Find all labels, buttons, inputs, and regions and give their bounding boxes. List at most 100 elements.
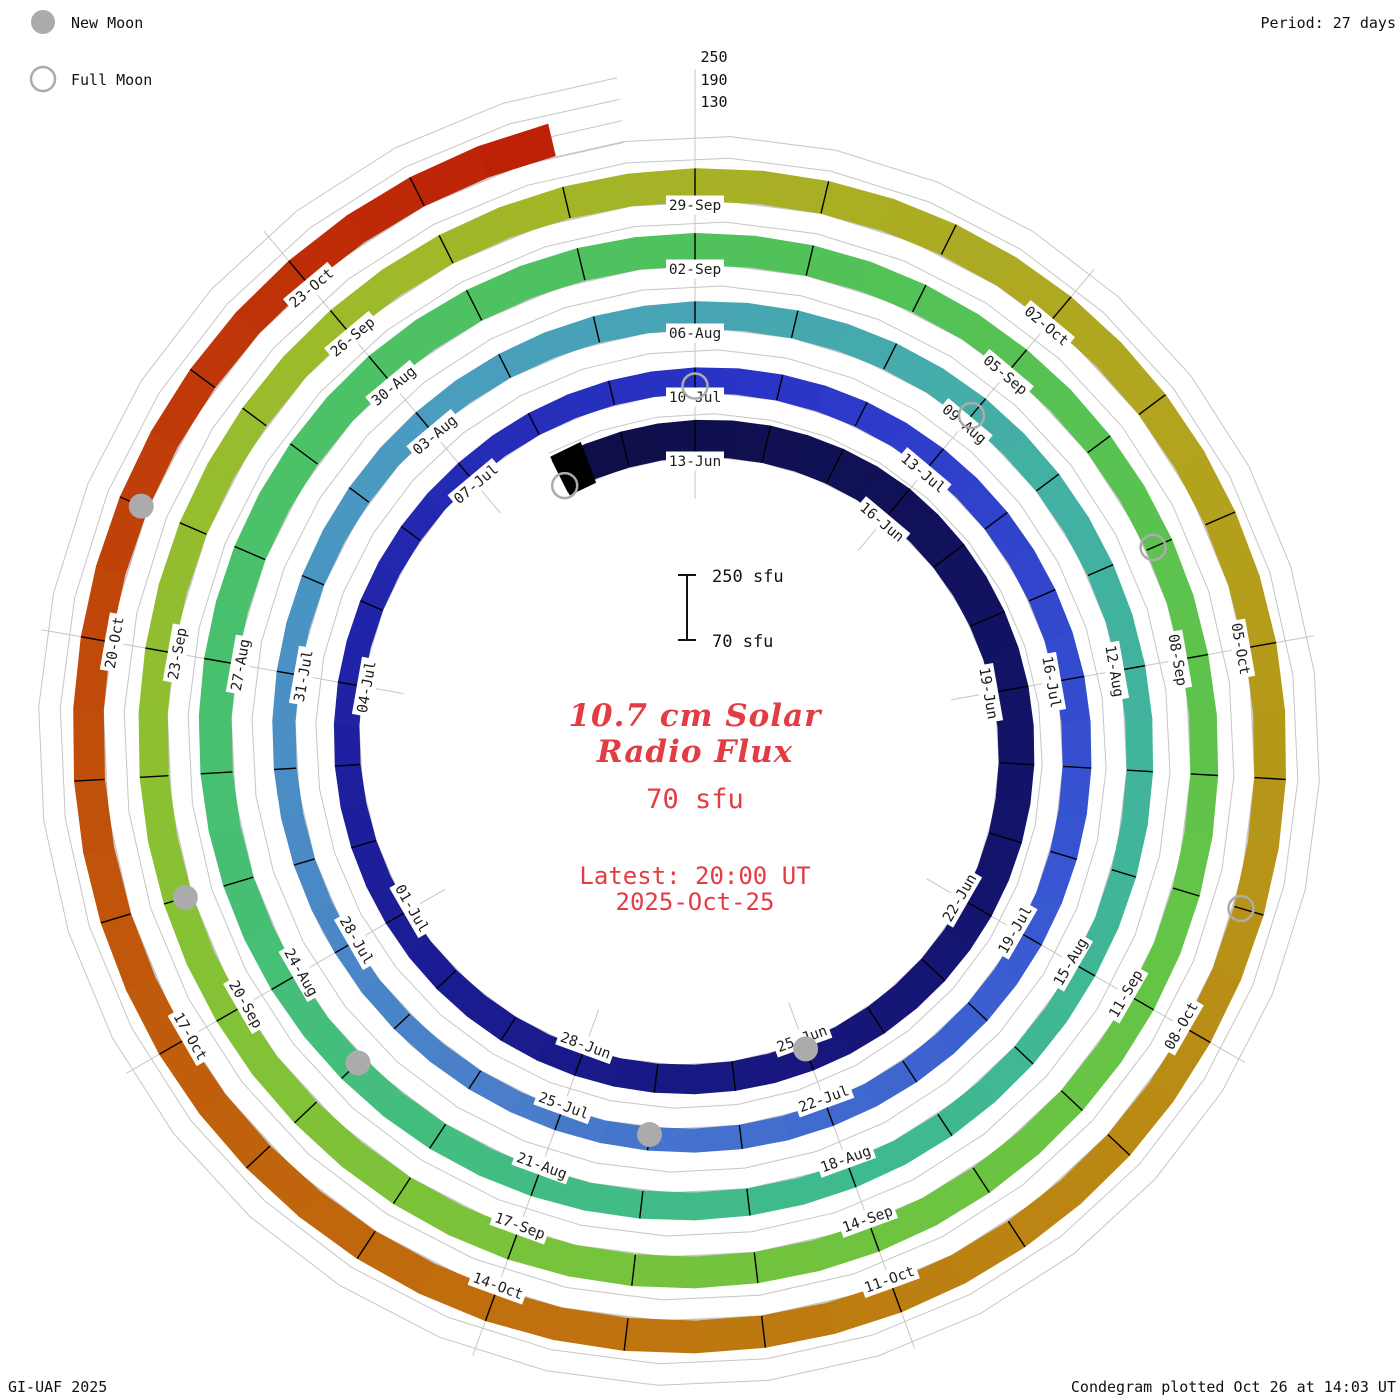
day-tick [992, 685, 1029, 694]
day-tick [400, 525, 421, 542]
day-tick [854, 402, 868, 427]
day-tick [653, 1063, 659, 1093]
date-label: 10-Jul [666, 387, 724, 407]
date-label: 29-Sep [666, 195, 724, 215]
day-tick [139, 775, 169, 778]
latest-time-label: Latest: 20:00 UT [579, 862, 810, 890]
grid-spiral [59, 98, 1299, 1365]
day-tick [190, 368, 216, 389]
day-tick [592, 316, 601, 343]
day-tick [562, 186, 571, 219]
day-tick [1107, 1134, 1131, 1156]
day-tick [911, 284, 927, 313]
day-tick [1111, 869, 1137, 878]
day-tick [970, 610, 1005, 627]
svg-text:06-Aug: 06-Aug [669, 326, 721, 342]
day-tick [74, 778, 105, 782]
flux-scale-bar [678, 574, 696, 641]
day-tick [940, 224, 957, 255]
day-tick [360, 600, 383, 611]
day-tick [368, 355, 392, 384]
new-moon-marker [793, 1036, 819, 1062]
day-tick [200, 771, 233, 775]
day-tick [1190, 773, 1218, 777]
day-tick [436, 969, 457, 990]
day-tick [100, 913, 131, 924]
day-tick [179, 522, 207, 535]
day-tick [1048, 296, 1072, 324]
day-tick [223, 876, 254, 887]
day-tick [790, 310, 799, 339]
day-tick [409, 177, 425, 207]
day-tick [1126, 769, 1153, 773]
full-moon-marker [957, 401, 986, 430]
day-tick [884, 488, 911, 520]
day-tick [761, 425, 772, 463]
day-tick [1087, 564, 1114, 577]
new-moon-marker [172, 885, 198, 911]
full-moon-marker [550, 471, 579, 500]
day-tick [438, 235, 454, 264]
day-tick [988, 832, 1022, 844]
day-tick [620, 431, 630, 468]
day-tick [356, 1230, 376, 1259]
day-tick [484, 1289, 498, 1321]
day-tick [984, 511, 1008, 530]
day-tick [1014, 1046, 1034, 1065]
day-tick [1234, 905, 1264, 916]
new-moon-icon [31, 10, 55, 34]
full-moon-marker [681, 372, 709, 400]
day-tick [302, 574, 325, 586]
new-moon-marker [637, 1122, 662, 1147]
day-tick [1050, 850, 1077, 860]
day-tick [631, 1254, 637, 1286]
day-tick [348, 487, 370, 503]
day-tick [392, 1177, 411, 1204]
day-tick [820, 181, 830, 214]
radial-grid-label-190: 190 [700, 71, 727, 89]
series-start-cap [550, 441, 597, 496]
day-tick [293, 858, 315, 866]
scale-bar-max-label: 250 sfu [712, 567, 784, 587]
day-tick [1205, 511, 1236, 526]
day-tick [465, 289, 483, 321]
day-tick [623, 1318, 629, 1351]
day-tick [576, 248, 586, 281]
day-tick [967, 1002, 988, 1022]
day-tick [805, 245, 814, 276]
full-moon-legend-label: Full Moon [71, 71, 152, 89]
date-label: 06-Aug [666, 323, 724, 343]
day-tick [776, 374, 784, 401]
day-tick [1172, 887, 1200, 897]
day-tick [429, 1123, 447, 1149]
chart-title-line2: Radio Flux [596, 734, 793, 770]
date-label: 13-Jun [666, 451, 724, 471]
svg-text:29-Sep: 29-Sep [669, 198, 721, 214]
day-tick [294, 1101, 318, 1124]
day-tick [289, 443, 319, 465]
day-tick [1087, 435, 1111, 454]
day-tick [921, 958, 946, 982]
day-tick [234, 545, 266, 561]
day-tick [527, 413, 540, 436]
day-tick [731, 1061, 737, 1091]
day-tick [500, 1016, 517, 1041]
day-tick [738, 1125, 743, 1149]
day-tick [1028, 589, 1056, 602]
full-moon-icon [29, 65, 57, 93]
day-tick [1138, 394, 1166, 416]
period-label: Period: 27 days [1261, 14, 1396, 32]
day-tick [753, 1252, 759, 1283]
day-tick [639, 1191, 644, 1219]
new-moon-marker [345, 1050, 371, 1076]
day-tick [246, 1145, 271, 1169]
day-tick [468, 1070, 482, 1090]
day-tick [883, 343, 898, 370]
date-label: 04-Jul [351, 656, 381, 718]
scale-bar-min-label: 70 sfu [712, 632, 773, 652]
day-tick [999, 762, 1034, 766]
latest-date-label: 2025-Oct-25 [616, 888, 775, 916]
svg-text:13-Jun: 13-Jun [669, 454, 721, 470]
new-moon-legend-label: New Moon [71, 14, 143, 32]
day-tick [1062, 765, 1092, 769]
